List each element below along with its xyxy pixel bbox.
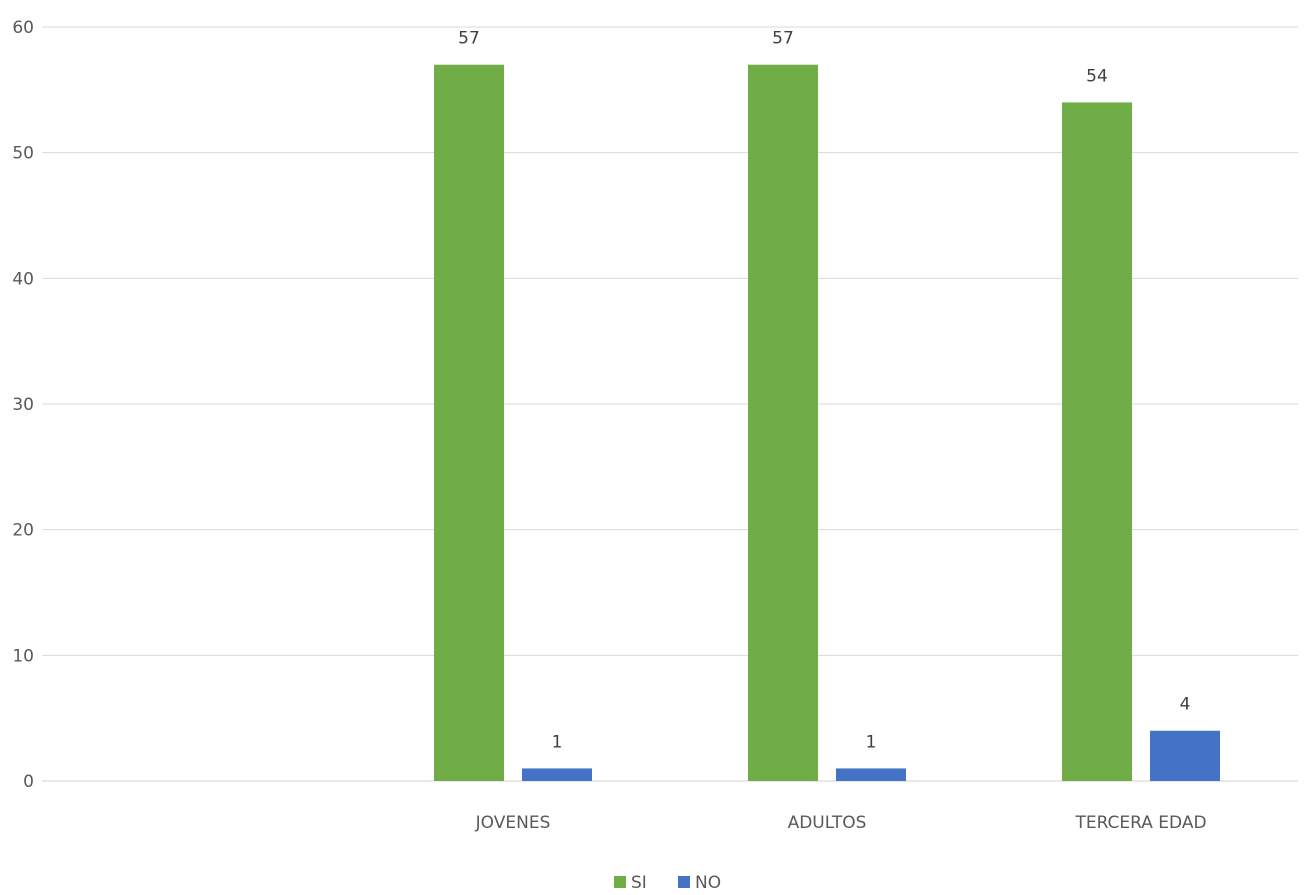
bar-no [836,768,906,781]
bar-si [434,64,504,781]
legend-swatch-si [614,876,626,888]
y-tick-label: 40 [12,269,34,289]
gridlines [42,26,1298,782]
data-label: 4 [1180,695,1191,715]
y-tick-label: 50 [12,144,34,164]
data-labels: 57 1 57 1 54 4 [458,29,1190,753]
y-axis-ticks: 0 10 20 30 40 50 60 [12,18,34,792]
y-tick-label: 30 [12,395,34,415]
x-axis-categories: JOVENES ADULTOS TERCERA EDAD [475,813,1207,833]
x-category-label: ADULTOS [788,813,867,833]
data-label: 57 [458,29,480,49]
legend: SI NO [614,873,721,893]
data-label: 57 [772,29,794,49]
legend-label-no: NO [695,873,721,893]
data-label: 1 [866,732,877,752]
bar-no [522,768,592,781]
bar-si [748,64,818,781]
y-tick-label: 10 [12,646,34,666]
data-label: 54 [1086,66,1108,86]
bars [434,64,1220,781]
legend-label-si: SI [631,873,647,893]
data-label: 1 [552,732,563,752]
bar-si [1062,102,1132,781]
x-category-label: JOVENES [475,813,551,833]
bar-no [1150,730,1220,781]
x-category-label: TERCERA EDAD [1074,813,1206,833]
y-tick-label: 20 [12,521,34,541]
legend-swatch-no [678,876,690,888]
y-tick-label: 60 [12,18,34,38]
y-tick-label: 0 [23,772,34,792]
